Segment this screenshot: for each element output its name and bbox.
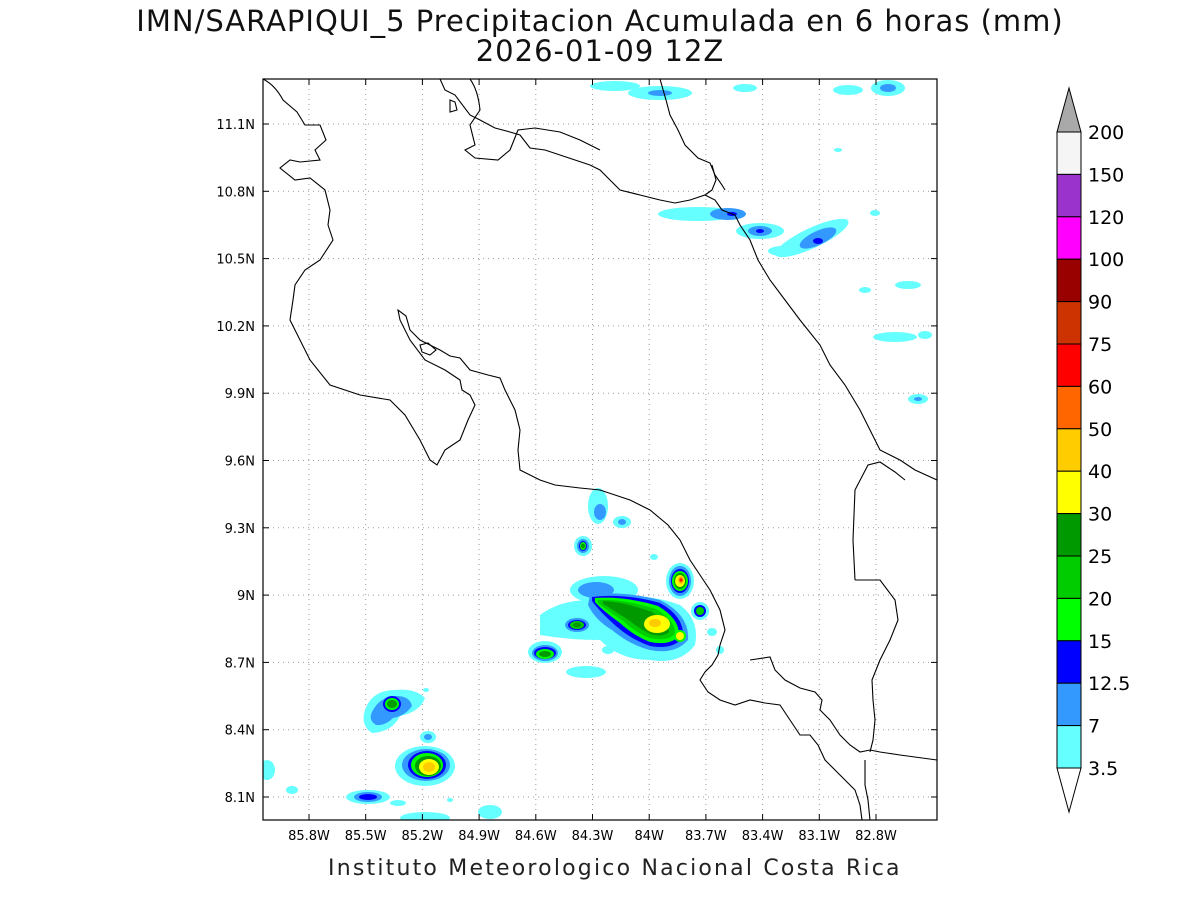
colorbar-label: 12.5 bbox=[1088, 673, 1130, 695]
colorbar-label: 30 bbox=[1088, 504, 1112, 526]
colorbar-box bbox=[1056, 385, 1082, 430]
colorbar-label: 7 bbox=[1088, 716, 1100, 738]
colorbar-box bbox=[1056, 682, 1082, 727]
lon-tick-label: 84.9W bbox=[458, 829, 500, 844]
colorbar-label: 120 bbox=[1088, 207, 1124, 229]
colorbar-label: 20 bbox=[1088, 588, 1112, 610]
lon-tick-label: 83.7W bbox=[685, 829, 727, 844]
lat-tick-label: 10.8N bbox=[216, 185, 255, 200]
lat-tick-label: 8.7N bbox=[225, 656, 255, 671]
colorbar-label: 50 bbox=[1088, 419, 1112, 441]
colorbar-box bbox=[1056, 301, 1082, 345]
colorbar-box bbox=[1056, 343, 1082, 387]
colorbar-label: 40 bbox=[1088, 461, 1112, 483]
colorbar-label: 3.5 bbox=[1088, 758, 1118, 780]
colorbar-label: 200 bbox=[1088, 122, 1124, 144]
lat-tick-label: 10.5N bbox=[216, 253, 255, 268]
colorbar-box bbox=[1056, 597, 1082, 642]
colorbar-box bbox=[1056, 173, 1082, 218]
colorbar-box bbox=[1056, 513, 1082, 557]
lon-tick-label: 84W bbox=[634, 829, 664, 844]
lon-tick-label: 84.6W bbox=[515, 829, 557, 844]
lat-tick-label: 8.1N bbox=[225, 791, 255, 806]
lon-tick-label: 85.5W bbox=[345, 829, 387, 844]
colorbar-box bbox=[1056, 216, 1082, 260]
colorbar-label: 100 bbox=[1088, 249, 1124, 271]
colorbar-box bbox=[1056, 640, 1082, 684]
colorbar-label: 75 bbox=[1088, 334, 1112, 356]
lon-tick-label: 83.4W bbox=[742, 829, 784, 844]
colorbar-label: 25 bbox=[1088, 546, 1112, 568]
footer-credit: Instituto Meteorologico Nacional Costa R… bbox=[328, 856, 902, 881]
colorbar: 200 150 120 100 90 75 60 50 40 30 25 20 15 12.5 7 3.5 bbox=[1056, 86, 1130, 814]
colorbar-top-arrow bbox=[1056, 86, 1082, 133]
colorbar-label: 150 bbox=[1088, 164, 1124, 186]
colorbar-label: 90 bbox=[1088, 292, 1112, 314]
latitude-axis: 11.1N 10.8N 10.5N 10.2N 9.9N 9.6N 9.3N 9N 8.7N 8.… bbox=[216, 118, 937, 806]
lon-tick-label: 83.1W bbox=[798, 829, 840, 844]
colorbar-box bbox=[1056, 725, 1082, 769]
lon-tick-label: 85.2W bbox=[401, 829, 443, 844]
colorbar-box bbox=[1056, 555, 1082, 599]
colorbar-box bbox=[1056, 428, 1082, 472]
map-datetime: 2026-01-09 12Z bbox=[475, 34, 725, 68]
lat-tick-label: 11.1N bbox=[216, 118, 255, 133]
lon-tick-label: 84.3W bbox=[572, 829, 614, 844]
colorbar-label: 60 bbox=[1088, 376, 1112, 398]
lat-tick-label: 9.3N bbox=[225, 522, 255, 537]
colorbar-box bbox=[1056, 131, 1082, 175]
lat-tick-label: 10.2N bbox=[216, 320, 255, 335]
colorbar-bottom-arrow bbox=[1056, 767, 1082, 814]
lat-tick-label: 9.6N bbox=[225, 455, 255, 470]
lat-tick-label: 9N bbox=[237, 589, 255, 604]
lat-tick-label: 9.9N bbox=[225, 387, 255, 402]
lon-tick-label: 85.8W bbox=[288, 829, 330, 844]
precipitation-field bbox=[263, 80, 932, 820]
lon-tick-label: 82.8W bbox=[855, 829, 897, 844]
lat-tick-label: 8.4N bbox=[225, 724, 255, 739]
map-frame bbox=[262, 78, 938, 821]
colorbar-label: 15 bbox=[1088, 631, 1112, 653]
longitude-axis: 85.8W 85.5W 85.2W 84.9W 84.6W 84.3W 84W 83.7W 83… bbox=[288, 79, 897, 844]
map-grid bbox=[263, 79, 937, 820]
coastlines bbox=[263, 79, 937, 820]
colorbar-box bbox=[1056, 258, 1082, 303]
map-title: IMN/SARAPIQUI_5 Precipitacion Acumulada … bbox=[136, 4, 1064, 38]
colorbar-box bbox=[1056, 470, 1082, 515]
